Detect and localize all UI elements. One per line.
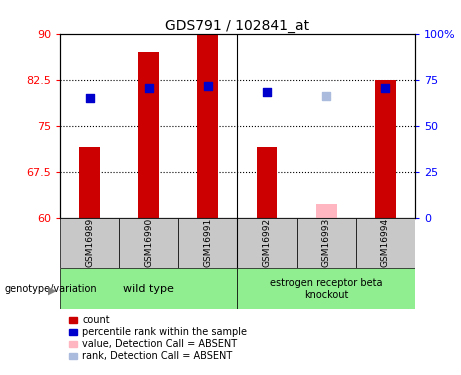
Bar — [356, 217, 415, 268]
Text: wild type: wild type — [123, 284, 174, 294]
Bar — [138, 52, 159, 217]
Bar — [119, 217, 178, 268]
Point — [322, 93, 330, 99]
Bar — [296, 217, 356, 268]
Bar — [375, 80, 396, 218]
Point — [204, 83, 212, 89]
Title: GDS791 / 102841_at: GDS791 / 102841_at — [165, 19, 309, 33]
Text: rank, Detection Call = ABSENT: rank, Detection Call = ABSENT — [82, 351, 232, 361]
Bar — [197, 34, 218, 218]
Bar — [257, 147, 278, 218]
Bar — [79, 147, 100, 218]
Point — [263, 89, 271, 95]
Bar — [60, 217, 119, 268]
Bar — [237, 268, 415, 309]
Bar — [316, 204, 337, 218]
Text: count: count — [82, 315, 110, 325]
Text: estrogen receptor beta
knockout: estrogen receptor beta knockout — [270, 278, 383, 300]
Point — [145, 85, 152, 91]
Text: GSM16989: GSM16989 — [85, 218, 94, 267]
Bar — [178, 217, 237, 268]
Text: genotype/variation: genotype/variation — [5, 284, 97, 294]
Bar — [237, 217, 296, 268]
Text: percentile rank within the sample: percentile rank within the sample — [82, 327, 247, 337]
Point — [382, 85, 389, 91]
Text: GSM16992: GSM16992 — [262, 218, 272, 267]
Point — [86, 95, 93, 101]
Text: GSM16991: GSM16991 — [203, 218, 213, 267]
Text: value, Detection Call = ABSENT: value, Detection Call = ABSENT — [82, 339, 237, 349]
Bar — [60, 268, 237, 309]
Text: GSM16994: GSM16994 — [381, 218, 390, 267]
Text: GSM16990: GSM16990 — [144, 218, 153, 267]
Text: GSM16993: GSM16993 — [322, 218, 331, 267]
Text: ▶: ▶ — [48, 286, 57, 296]
